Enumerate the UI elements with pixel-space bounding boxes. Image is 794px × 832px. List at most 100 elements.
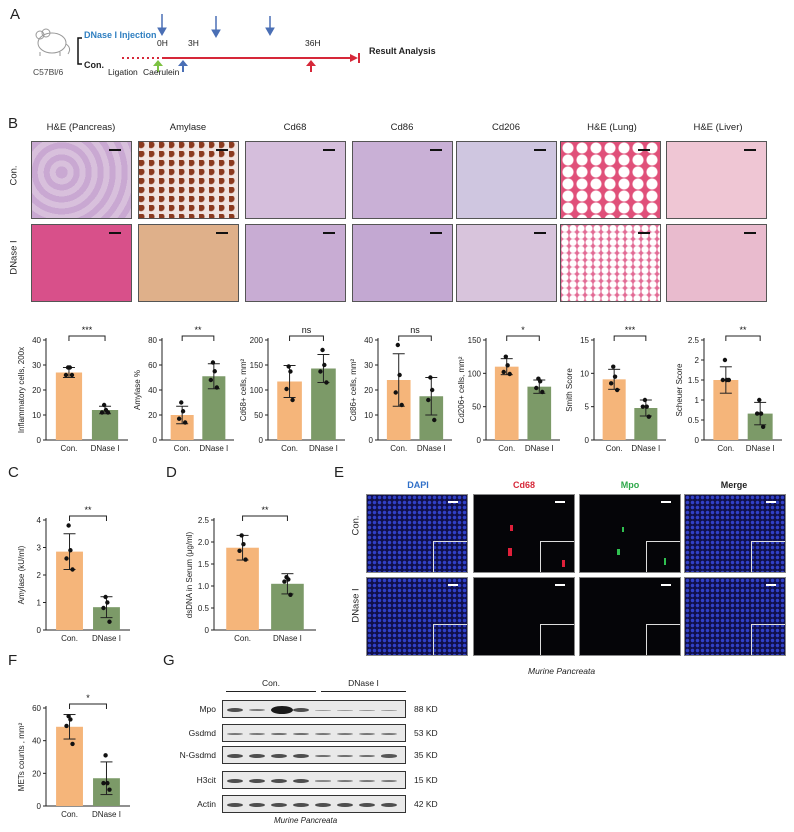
- svg-text:1.5: 1.5: [198, 560, 210, 569]
- wb-band: [249, 803, 265, 807]
- svg-text:DNase I: DNase I: [417, 444, 446, 453]
- svg-text:60: 60: [32, 704, 41, 713]
- wb-band: [337, 780, 353, 782]
- svg-text:3: 3: [37, 544, 42, 553]
- svg-text:60: 60: [148, 361, 157, 370]
- bar: [170, 415, 194, 440]
- wb-band: [293, 779, 309, 783]
- if-col-mpo: Mpo: [620, 480, 640, 490]
- histology-he-liver-con: [666, 141, 767, 219]
- svg-text:0.5: 0.5: [688, 416, 700, 425]
- cd68-signal: [562, 560, 565, 567]
- svg-text:0: 0: [585, 436, 590, 445]
- svg-text:Con.: Con.: [61, 810, 78, 819]
- timepoint-36h: 36H: [305, 38, 321, 48]
- svg-text:DNase I: DNase I: [273, 634, 302, 643]
- col-title-he-lung: H&E (Lung): [587, 122, 637, 133]
- histology-he-liver-dnase: [666, 224, 767, 302]
- wb-band: [337, 733, 353, 735]
- svg-text:0: 0: [205, 626, 210, 635]
- wb-band: [227, 733, 243, 735]
- bar-chart-b6: 0 5 10 15 Smith Score Con. DNase I ***: [560, 325, 670, 463]
- wb-band: [227, 708, 243, 712]
- panel-a-letter: A: [10, 6, 21, 23]
- wb-band: [337, 803, 353, 807]
- wb-band: [381, 709, 397, 711]
- bar: [91, 410, 119, 440]
- bar-chart-b7: 0 0.5 1 1.5 2 2.5 Scheuer Score Con. DNase I **: [670, 325, 786, 463]
- svg-text:DNase I: DNase I: [92, 634, 121, 643]
- wb-band: [359, 709, 375, 711]
- wb-band: [381, 754, 397, 758]
- bar-chart-b2: 0 20 40 60 80 Amylase % Con. DNase I **: [128, 325, 238, 463]
- histology-he-lung-dnase: [560, 224, 661, 302]
- svg-text:Con.: Con.: [390, 444, 407, 453]
- col-title-he-pancreas: H&E (Pancreas): [46, 122, 116, 133]
- svg-text:dsDNA in Serum (μg/ml): dsDNA in Serum (μg/ml): [185, 531, 194, 618]
- wb-group-con: Con.: [262, 678, 280, 688]
- svg-text:**: **: [739, 325, 747, 335]
- histology-he-pancreas-con: [31, 141, 132, 219]
- wb-protein-label: Actin: [197, 799, 216, 809]
- wb-band: [315, 780, 331, 782]
- result-analysis-label: Result Analysis: [369, 46, 436, 56]
- wb-lane-h3cit: [222, 771, 406, 789]
- svg-text:0: 0: [153, 436, 158, 445]
- svg-text:Con.: Con.: [606, 444, 623, 453]
- wb-band: [249, 754, 265, 758]
- histology-cd68-dnase: [245, 224, 346, 302]
- wb-band: [293, 754, 309, 758]
- cd68-signal: [510, 525, 513, 531]
- wb-lane-mpo: [222, 700, 406, 718]
- wb-band: [271, 706, 293, 714]
- svg-text:Con.: Con.: [717, 444, 734, 453]
- histology-cd206-con: [456, 141, 557, 219]
- wb-size-label: 15 KD: [414, 775, 438, 785]
- bar: [202, 376, 226, 440]
- bar: [55, 372, 83, 440]
- if-row-dnase: DNase I: [350, 588, 362, 623]
- wb-band: [293, 708, 309, 712]
- svg-text:DNase I: DNase I: [91, 444, 120, 453]
- svg-text:0: 0: [259, 436, 264, 445]
- wb-group-line-con: [226, 691, 316, 692]
- svg-text:50: 50: [472, 403, 481, 412]
- wb-band: [293, 803, 309, 807]
- svg-text:Con.: Con.: [174, 444, 191, 453]
- svg-text:200: 200: [250, 336, 264, 345]
- svg-text:30: 30: [32, 361, 41, 370]
- svg-text:30: 30: [364, 361, 373, 370]
- injection-arrow-icon: [157, 14, 275, 39]
- svg-text:ns: ns: [410, 325, 420, 335]
- bar-chart-d: 0 0.5 1.0 1.5 2.0 2.5 dsDNA in Serum (μg/ml) Co…: [180, 505, 320, 653]
- wb-band: [381, 780, 397, 782]
- wb-protein-label: N-Gsdmd: [179, 750, 216, 760]
- if-cd68-dnase: [473, 577, 575, 656]
- svg-text:Amylase %: Amylase %: [133, 370, 142, 410]
- svg-text:Cd86+ cells, mm²: Cd86+ cells, mm²: [349, 358, 358, 421]
- wb-band: [227, 779, 243, 783]
- svg-text:40: 40: [148, 386, 157, 395]
- bar-chart-b4: 0 10 20 30 40 Cd86+ cells, mm² Con. DNase I ns: [344, 325, 456, 463]
- mouse-icon: [35, 28, 71, 56]
- histology-he-pancreas-dnase: [31, 224, 132, 302]
- svg-text:20: 20: [364, 386, 373, 395]
- if-mpo-dnase: [579, 577, 681, 656]
- bar-chart-b5: 0 50 100 150 Cd206+ cells, mm² Con. DNase I *: [452, 325, 564, 463]
- wb-group-line-dnase: [321, 691, 406, 692]
- svg-text:10: 10: [580, 369, 589, 378]
- caerulein-arrow-icon: [178, 60, 188, 72]
- svg-text:40: 40: [32, 737, 41, 746]
- wb-protein-label: H3cit: [196, 775, 216, 785]
- wb-band: [227, 803, 243, 807]
- svg-text:0: 0: [695, 436, 700, 445]
- svg-text:2.5: 2.5: [198, 516, 210, 525]
- wb-caption: Murine Pancreata: [274, 816, 338, 825]
- bar: [419, 396, 444, 440]
- svg-text:0: 0: [477, 436, 482, 445]
- svg-text:METs counts , mm²: METs counts , mm²: [17, 722, 26, 791]
- svg-text:10: 10: [364, 411, 373, 420]
- bar-chart-c: 0 1 2 3 4 Amylase (kU/ml) Con. DNase I **: [12, 505, 134, 653]
- if-dapi-con: [366, 494, 468, 573]
- wb-band: [315, 709, 331, 711]
